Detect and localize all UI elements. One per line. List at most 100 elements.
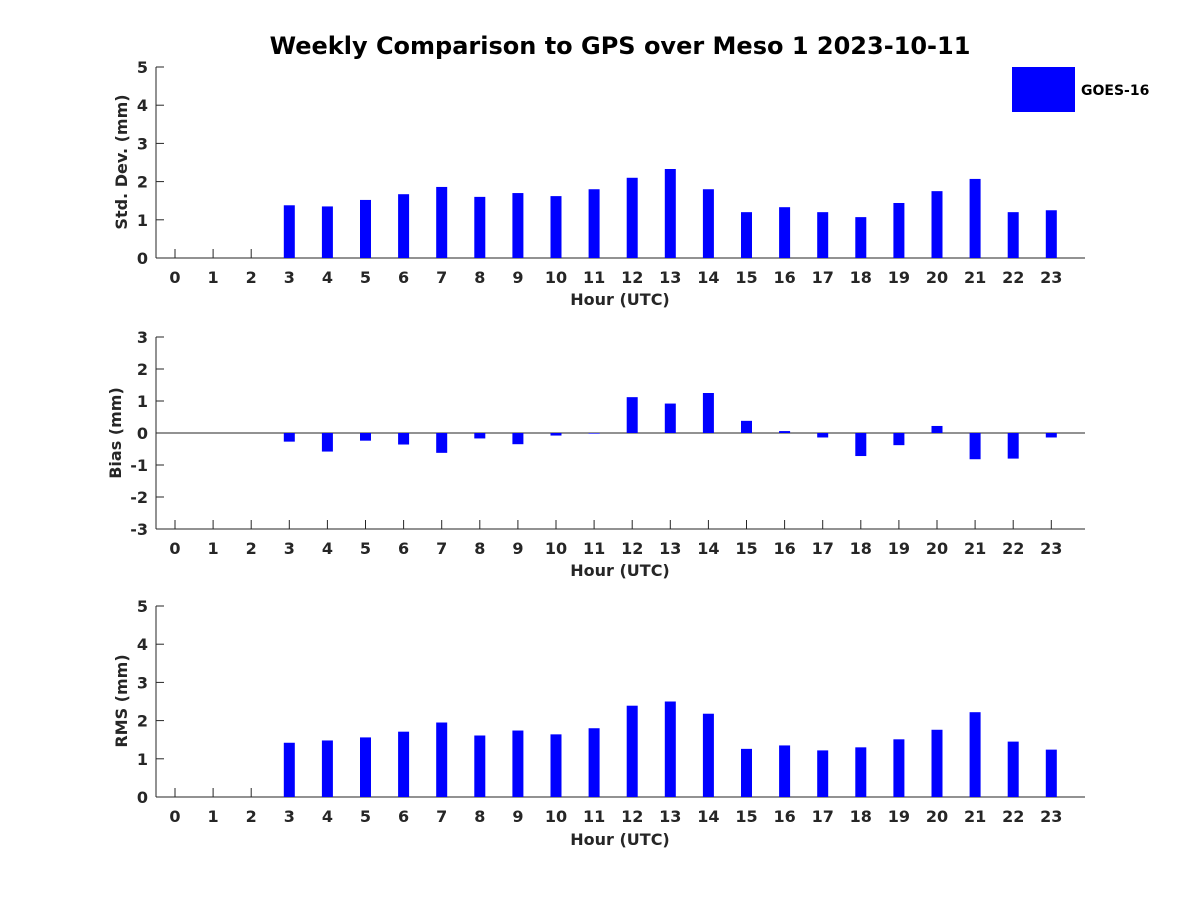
- x-tick-label-rms: 21: [964, 807, 986, 826]
- bar-bias-hour-18: [855, 433, 867, 457]
- x-tick-label-std-dev: 10: [545, 268, 567, 287]
- x-tick-label-std-dev: 13: [659, 268, 681, 287]
- x-tick-label-rms: 20: [926, 807, 948, 826]
- bar-bias-hour-4: [321, 433, 333, 452]
- bar-std-dev-hour-5: [360, 199, 371, 258]
- y-tick-label-std-dev: 2: [137, 173, 148, 192]
- bar-rms-hour-11: [588, 728, 600, 797]
- x-tick-label-std-dev: 19: [888, 268, 910, 287]
- bar-rms-hour-9: [512, 730, 524, 797]
- bar-bias-hour-9: [512, 433, 524, 445]
- bar-bias-hour-10: [550, 433, 562, 436]
- y-tick-label-rms: 2: [137, 712, 148, 731]
- x-tick-label-std-dev: 16: [773, 268, 795, 287]
- bar-std-dev-hour-13: [664, 168, 676, 258]
- x-tick-label-rms: 1: [208, 807, 219, 826]
- x-tick-label-rms: 14: [697, 807, 719, 826]
- bar-bias-hour-22: [1007, 433, 1019, 459]
- bar-rms-hour-22: [1007, 741, 1019, 797]
- bar-bias-hour-12: [626, 397, 638, 433]
- x-tick-label-bias: 5: [360, 539, 371, 558]
- bar-std-dev-hour-18: [855, 217, 867, 258]
- y-tick-label-bias: 3: [137, 328, 148, 347]
- bar-rms-hour-18: [855, 747, 867, 797]
- bar-rms-hour-8: [474, 735, 486, 797]
- bar-std-dev-hour-4: [321, 206, 333, 258]
- x-tick-label-std-dev: 0: [169, 268, 180, 287]
- bar-bias-hour-19: [893, 433, 905, 446]
- x-tick-label-rms: 10: [545, 807, 567, 826]
- x-tick-label-rms: 2: [246, 807, 257, 826]
- x-tick-label-bias: 17: [812, 539, 834, 558]
- x-tick-label-std-dev: 8: [474, 268, 485, 287]
- bar-rms-hour-4: [321, 740, 333, 797]
- bar-bias-hour-13: [664, 403, 676, 433]
- bar-bias-hour-3: [283, 433, 295, 442]
- x-tick-label-rms: 5: [360, 807, 371, 826]
- bar-std-dev-hour-16: [779, 207, 791, 258]
- bar-bias-hour-20: [931, 425, 943, 433]
- bar-bias-hour-6: [398, 433, 410, 445]
- bar-rms-hour-10: [550, 734, 562, 797]
- x-tick-label-rms: 12: [621, 807, 643, 826]
- x-tick-label-rms: 9: [512, 807, 523, 826]
- y-tick-label-std-dev: 3: [137, 134, 148, 153]
- bar-rms-hour-5: [360, 737, 371, 797]
- x-tick-label-rms: 19: [888, 807, 910, 826]
- bar-std-dev-hour-11: [588, 189, 600, 258]
- y-tick-label-bias: -3: [130, 520, 148, 539]
- x-tick-label-bias: 2: [246, 539, 257, 558]
- bar-std-dev-hour-17: [817, 212, 829, 258]
- x-tick-label-rms: 4: [322, 807, 333, 826]
- x-tick-label-rms: 7: [436, 807, 447, 826]
- y-axis-label-rms: RMS (mm): [112, 654, 131, 747]
- x-axis-label-rms: Hour (UTC): [570, 830, 670, 849]
- x-tick-label-rms: 17: [812, 807, 834, 826]
- x-tick-label-rms: 13: [659, 807, 681, 826]
- x-tick-label-std-dev: 12: [621, 268, 643, 287]
- y-tick-label-bias: 0: [137, 424, 148, 443]
- y-tick-label-std-dev: 0: [137, 249, 148, 268]
- x-tick-label-bias: 9: [512, 539, 523, 558]
- x-tick-label-rms: 15: [735, 807, 757, 826]
- x-tick-label-bias: 15: [735, 539, 757, 558]
- x-tick-label-bias: 13: [659, 539, 681, 558]
- bar-bias-hour-8: [474, 433, 486, 439]
- bar-std-dev-hour-3: [283, 205, 295, 258]
- y-axis-label-bias: Bias (mm): [106, 387, 125, 479]
- x-axis-label-std-dev: Hour (UTC): [570, 290, 670, 309]
- bar-std-dev-hour-20: [931, 191, 943, 258]
- x-tick-label-bias: 6: [398, 539, 409, 558]
- bar-rms-hour-13: [664, 701, 676, 797]
- x-tick-label-rms: 8: [474, 807, 485, 826]
- x-tick-label-std-dev: 6: [398, 268, 409, 287]
- x-tick-label-rms: 3: [284, 807, 295, 826]
- y-tick-label-bias: 1: [137, 392, 148, 411]
- bar-std-dev-hour-9: [512, 193, 524, 258]
- x-tick-label-std-dev: 1: [208, 268, 219, 287]
- x-tick-label-std-dev: 5: [360, 268, 371, 287]
- x-tick-label-std-dev: 20: [926, 268, 948, 287]
- bar-bias-hour-15: [741, 420, 752, 433]
- x-tick-label-std-dev: 9: [512, 268, 523, 287]
- bar-std-dev-hour-10: [550, 196, 562, 258]
- x-tick-label-bias: 0: [169, 539, 180, 558]
- x-tick-label-bias: 21: [964, 539, 986, 558]
- y-tick-label-rms: 4: [137, 635, 148, 654]
- x-tick-label-std-dev: 4: [322, 268, 333, 287]
- x-tick-label-std-dev: 15: [735, 268, 757, 287]
- x-tick-label-std-dev: 23: [1040, 268, 1062, 287]
- y-tick-label-bias: -1: [130, 456, 148, 475]
- legend-swatch-goes16: [1012, 67, 1075, 112]
- chart-title: Weekly Comparison to GPS over Meso 1 202…: [270, 32, 971, 60]
- bar-rms-hour-6: [398, 731, 410, 797]
- y-tick-label-bias: -2: [130, 488, 148, 507]
- bar-rms-hour-7: [436, 722, 448, 797]
- y-tick-label-rms: 0: [137, 788, 148, 807]
- bar-bias-hour-17: [817, 433, 829, 438]
- bar-bias-hour-14: [702, 393, 714, 433]
- bar-std-dev-hour-14: [702, 189, 714, 258]
- x-axis-label-bias: Hour (UTC): [570, 561, 670, 580]
